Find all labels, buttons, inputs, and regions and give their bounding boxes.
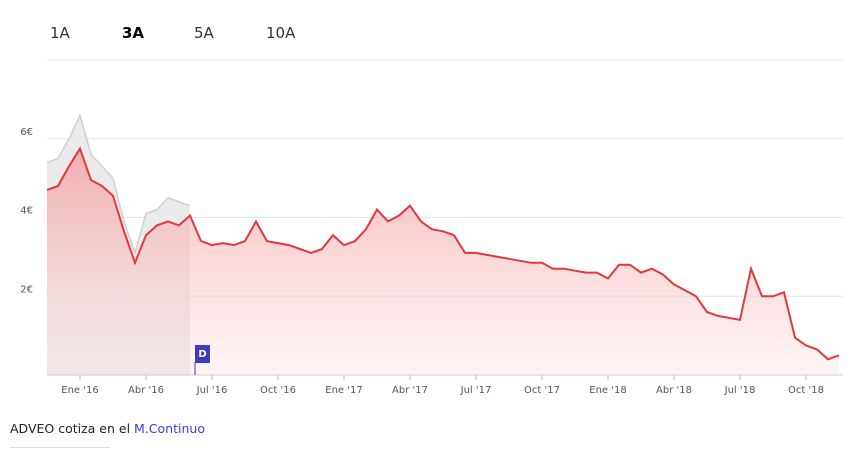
market-link[interactable]: M.Continuo: [134, 421, 205, 436]
range-tab[interactable]: 3A: [122, 24, 145, 42]
x-tick-label: Ene '16: [61, 385, 98, 396]
range-tab[interactable]: 10A: [266, 24, 296, 42]
x-tick-label: Oct '16: [260, 385, 296, 396]
y-tick-label: 2€: [20, 284, 33, 295]
x-tick-label: Oct '17: [524, 385, 560, 396]
chart: 2€ 4€ 6€ Ene '16 Abr '16 Jul '16 Oct '16 Ene '1…: [20, 59, 843, 396]
flag: [195, 345, 210, 363]
y-tick-label: 4€: [20, 206, 33, 217]
line: [46, 146, 840, 361]
x-tick-label: Ene '18: [589, 385, 626, 396]
x-tick-label: Abr '17: [392, 385, 428, 396]
range-tab[interactable]: 5A: [194, 24, 214, 42]
x-tick-label: Jul '17: [460, 385, 492, 396]
range-tabs: 1A 3A 5A 10A: [50, 24, 338, 42]
y-tick-label: 6€: [20, 127, 33, 138]
x-tick-label: Jul '18: [724, 385, 756, 396]
range-tab[interactable]: 1A: [50, 24, 70, 42]
x-tick-label: Abr '18: [656, 385, 692, 396]
flag-label: D: [198, 349, 206, 360]
footer: ADVEO cotiza en el M.Continuo: [10, 421, 205, 436]
footer-text: ADVEO cotiza en el: [10, 421, 131, 436]
x-tick-label: Ene '17: [325, 385, 362, 396]
divider: [10, 447, 110, 448]
x-tick-label: Oct '18: [788, 385, 824, 396]
line: [46, 112, 191, 256]
area: [47, 148, 839, 375]
x-tick-label: Jul '16: [196, 385, 228, 396]
x-tick-label: Abr '16: [128, 385, 164, 396]
